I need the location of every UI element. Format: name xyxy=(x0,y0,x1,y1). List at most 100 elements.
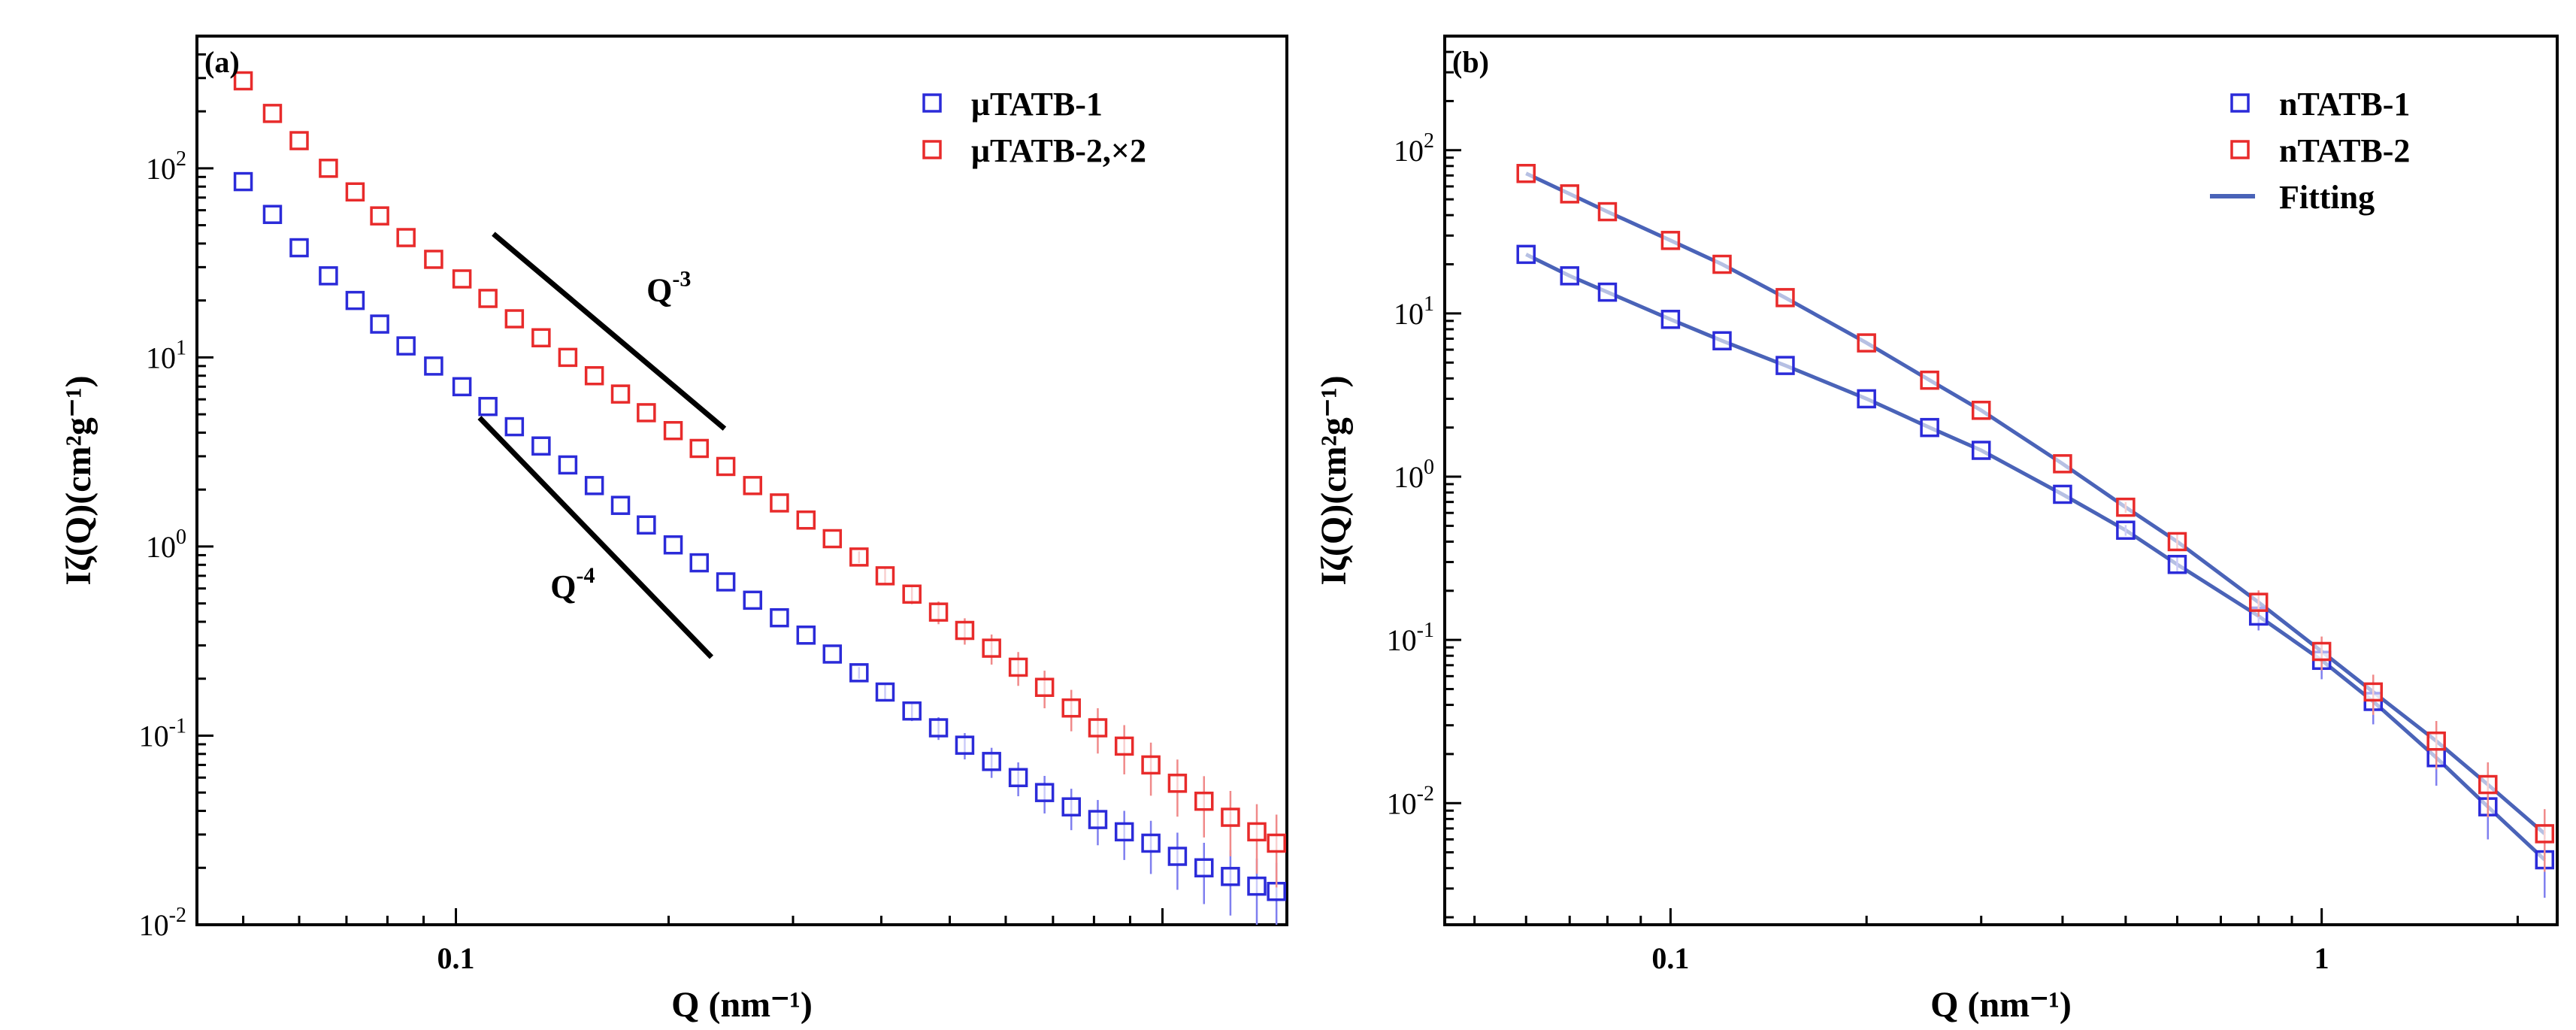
y-tick-label: 101 xyxy=(1394,292,1434,331)
plot-area xyxy=(233,71,1286,925)
fit-line-1 xyxy=(1525,171,2546,835)
data-point-0 xyxy=(1775,356,1795,375)
data-point-1 xyxy=(2116,497,2136,517)
data-point-1 xyxy=(558,347,578,368)
data-point-1 xyxy=(233,71,253,91)
data-point-1 xyxy=(689,438,709,459)
y-tick-exp: 0 xyxy=(176,526,186,549)
data-point-0 xyxy=(1857,389,1876,409)
data-point-1 xyxy=(1516,163,1536,183)
data-point-0 xyxy=(982,752,1001,771)
data-point-0 xyxy=(531,436,551,456)
data-point-1 xyxy=(452,269,472,289)
data-point-0 xyxy=(1167,847,1188,866)
data-point-0 xyxy=(1660,310,1681,329)
data-point-0 xyxy=(875,682,895,702)
y-tick-base: 10 xyxy=(139,719,169,753)
legend-marker xyxy=(922,140,942,159)
data-point-1 xyxy=(1712,254,1732,274)
slope-label-base: Q xyxy=(646,272,672,309)
data-point-1 xyxy=(2053,454,2072,474)
data-point-0 xyxy=(822,644,843,664)
fit-line-0 xyxy=(1525,253,2547,862)
data-point-1 xyxy=(1775,288,1795,307)
y-tick-base: 10 xyxy=(1387,786,1417,820)
data-point-0 xyxy=(1597,282,1618,302)
data-point-1 xyxy=(875,566,895,586)
data-point-0 xyxy=(955,735,975,755)
legend-marker xyxy=(2230,140,2250,159)
legend-label: Fitting xyxy=(2279,179,2375,216)
data-point-1 xyxy=(319,159,338,178)
data-point-1 xyxy=(1971,401,1991,420)
plot-frame xyxy=(195,35,1288,926)
y-tick-label: 10-1 xyxy=(1387,619,1434,657)
data-point-1 xyxy=(1221,807,1240,827)
data-point-1 xyxy=(1857,333,1876,353)
data-point-0 xyxy=(370,314,389,334)
data-point-1 xyxy=(955,620,975,641)
y-tick-base: 10 xyxy=(139,908,169,942)
data-point-0 xyxy=(289,238,309,258)
data-point-1 xyxy=(849,547,869,567)
data-point-0 xyxy=(1114,822,1134,842)
x-axis-title: Q (nm⁻¹) xyxy=(671,985,813,1025)
y-tick-label: 10-2 xyxy=(139,904,186,942)
y-tick-base: 10 xyxy=(146,341,176,374)
data-point-1 xyxy=(1920,370,1939,390)
data-point-1 xyxy=(1141,755,1161,775)
data-point-0 xyxy=(478,396,498,417)
slope-guide-line xyxy=(477,416,714,659)
data-point-0 xyxy=(262,204,283,224)
legend-marker xyxy=(922,93,942,113)
data-point-1 xyxy=(796,510,816,530)
data-point-1 xyxy=(1167,774,1188,793)
y-axis-title: Iζ(Q)(cm²g⁻¹) xyxy=(1314,375,1354,585)
plot-area xyxy=(1516,163,2555,898)
data-point-1 xyxy=(1597,201,1618,222)
data-point-1 xyxy=(1008,657,1028,677)
data-point-0 xyxy=(2053,484,2072,504)
data-point-0 xyxy=(796,626,816,645)
data-point-0 xyxy=(2167,555,2187,574)
y-tick-exp: 2 xyxy=(1424,129,1434,153)
slope-label-base: Q xyxy=(550,568,576,605)
data-point-0 xyxy=(1971,441,1991,460)
data-point-1 xyxy=(396,228,416,247)
legend-label: μTATB-2,×2 xyxy=(971,132,1146,169)
data-point-1 xyxy=(504,309,525,329)
y-tick-label: 101 xyxy=(146,336,186,374)
data-point-0 xyxy=(1034,783,1055,802)
data-point-1 xyxy=(982,638,1001,658)
y-tick-base: 10 xyxy=(1394,134,1424,168)
data-point-0 xyxy=(1247,876,1267,896)
data-point-1 xyxy=(770,493,789,513)
data-point-0 xyxy=(1920,417,1939,438)
slope-label: Q-4 xyxy=(550,563,595,605)
y-tick-base: 10 xyxy=(1394,460,1424,494)
data-point-1 xyxy=(2535,824,2555,844)
data-point-1 xyxy=(1114,736,1134,756)
data-point-1 xyxy=(345,182,365,201)
data-point-0 xyxy=(1141,833,1161,853)
y-tick-exp: -1 xyxy=(1417,619,1434,642)
data-point-1 xyxy=(584,365,604,386)
y-tick-exp: 1 xyxy=(176,336,186,359)
data-point-1 xyxy=(2478,774,2498,795)
y-tick-base: 10 xyxy=(146,152,176,186)
data-point-1 xyxy=(2363,682,2383,702)
data-point-0 xyxy=(396,336,416,356)
plot-frame xyxy=(1443,35,2559,926)
data-point-0 xyxy=(558,455,578,475)
data-point-0 xyxy=(637,515,656,535)
data-point-0 xyxy=(1194,858,1214,878)
data-point-0 xyxy=(345,290,365,311)
data-point-0 xyxy=(770,607,789,628)
data-point-1 xyxy=(531,328,551,348)
y-tick-label: 102 xyxy=(146,147,186,186)
data-point-1 xyxy=(743,476,763,495)
data-point-0 xyxy=(902,701,922,721)
data-point-1 xyxy=(663,421,683,441)
